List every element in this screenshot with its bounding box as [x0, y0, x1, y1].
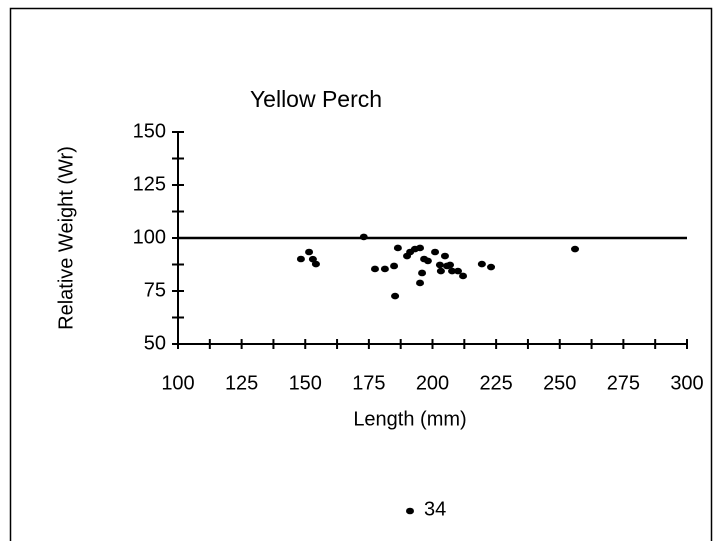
point [453, 267, 462, 275]
point [446, 261, 455, 269]
point [370, 265, 379, 273]
point [296, 255, 305, 263]
y-tick-label: 50 [144, 332, 166, 354]
y-tick-label: 150 [133, 120, 166, 142]
x-tick-label: 150 [289, 372, 322, 394]
point [477, 260, 486, 268]
point [436, 267, 445, 275]
point [431, 248, 440, 256]
y-axis-label: Relative Weight (Wr) [55, 146, 77, 330]
x-tick-label: 225 [479, 372, 512, 394]
x-tick-label: 200 [416, 372, 449, 394]
point [416, 279, 425, 287]
y-tick-label: 75 [144, 279, 166, 301]
chart-title: Yellow Perch [250, 86, 382, 112]
point [311, 260, 320, 268]
x-tick-label: 275 [607, 372, 640, 394]
point [391, 292, 400, 300]
point [448, 267, 457, 275]
point [308, 255, 317, 263]
x-tick-label: 125 [225, 372, 258, 394]
y-tick-label: 100 [133, 226, 166, 248]
point [380, 265, 389, 273]
chart-frame [9, 7, 713, 541]
point [440, 252, 449, 260]
y-tick-label: 125 [133, 173, 166, 195]
legend-marker [406, 507, 414, 515]
x-tick-label: 250 [543, 372, 576, 394]
point [435, 261, 444, 269]
point [571, 245, 580, 253]
point [487, 263, 496, 271]
point [390, 262, 399, 270]
x-tick-label: 175 [352, 372, 385, 394]
point [418, 269, 427, 277]
point [305, 248, 314, 256]
x-tick-label: 100 [161, 372, 194, 394]
legend-label: 34 [424, 498, 446, 520]
point [416, 244, 425, 252]
x-tick-label: 300 [670, 372, 703, 394]
point [359, 233, 368, 241]
point [459, 272, 468, 280]
point [393, 244, 402, 252]
point [423, 257, 432, 265]
x-axis-label: Length (mm) [353, 408, 466, 430]
